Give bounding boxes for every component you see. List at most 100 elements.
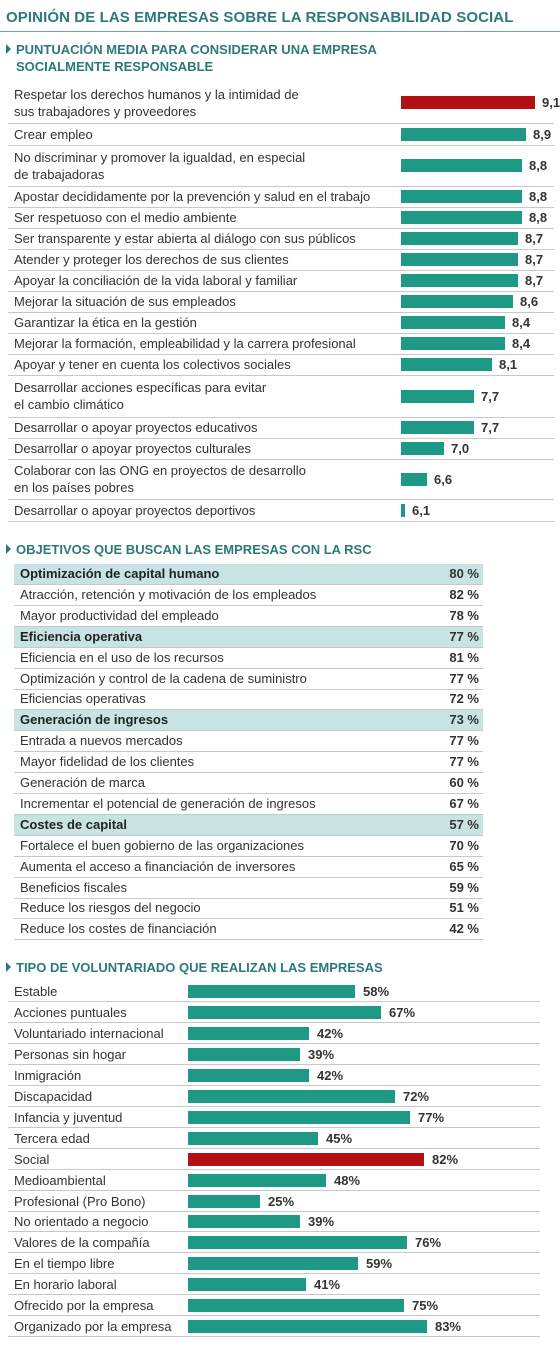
chart3-value-label: 72% [403,1089,430,1104]
chart1-row: No discriminar y promover la igualdad, e… [8,145,554,187]
chart1-value-label: 8,7 [525,252,544,267]
chart1-value-label: 8,9 [533,127,552,142]
table-row-label: Fortalece el buen gobierno de las organi… [20,838,305,853]
chart3-bar [188,1278,306,1291]
chart1-category-label: Crear empleo [14,127,93,142]
table-row-value: 72 % [449,691,479,706]
table-row-label: Entrada a nuevos mercados [20,733,183,748]
chart3-row: Valores de la compañía 76% [8,1232,540,1253]
chart3-category-label: Inmigración [14,1068,82,1083]
table-row-value: 60 % [449,775,479,790]
chart3-row: En el tiempo libre 59% [8,1253,540,1274]
chart3-bar [188,985,355,998]
table-row-value: 59 % [449,880,479,895]
chart3-row: Inmigración 42% [8,1065,540,1086]
chart3-value-label: 76% [415,1235,442,1250]
table-row-label: Atracción, retención y motivación de los… [20,587,317,602]
chart3-category-label: Acciones puntuales [14,1005,127,1020]
table-row-label: Reduce los riesgos del negocio [20,900,201,915]
chart3-category-label: Infancia y juventud [14,1110,123,1125]
chart3-category-label: Tercera edad [14,1131,90,1146]
chart3-category-label: Medioambiental [14,1173,106,1188]
chart3-row: Infancia y juventud 77% [8,1107,540,1128]
table-row: Reduce los costes de financiación 42 % [14,919,483,940]
table-row: Beneficios fiscales 59 % [14,878,483,899]
chart3-value-label: 59% [366,1256,393,1271]
chart1-category-label: Respetar los derechos humanos y la intim… [14,87,299,119]
chart1-bar [401,274,518,287]
table-group-row: Costes de capital 57 % [14,815,483,836]
chart1-value-label: 8,4 [512,315,531,330]
chart3-row: Voluntariado internacional 42% [8,1023,540,1044]
table-row-value: 70 % [449,838,479,853]
chart1-row: Mejorar la situación de sus empleados 8,6 [8,291,554,313]
table-row: Generación de marca 60 % [14,773,483,794]
table-row-label: Eficiencias operativas [20,691,146,706]
chart1-bar [401,96,535,109]
chart1-row: Apostar decididamente por la prevención … [8,186,554,208]
table-row-label: Incrementar el potencial de generación d… [20,796,316,811]
chart3-bar [188,1006,381,1019]
chart1-category-label: Mejorar la formación, empleabilidad y la… [14,336,356,351]
chart3-row: Discapacidad 72% [8,1086,540,1107]
section2-title-text: OBJETIVOS QUE BUSCAN LAS EMPRESAS CON LA… [16,542,372,557]
chart3-row: No orientado a negocio 39% [8,1211,540,1232]
table-row-label: Aumenta el acceso a financiación de inve… [20,859,296,874]
table-row-label: Reduce los costes de financiación [20,921,217,936]
chart1-category-label: Colaborar con las ONG en proyectos de de… [14,463,306,495]
chart1-category-label: Ser respetuoso con el medio ambiente [14,210,237,225]
chart3-category-label: Discapacidad [14,1089,93,1104]
table-row-value: 77 % [449,733,479,748]
chart1-value-label: 7,0 [451,441,470,456]
title-rule [0,31,560,32]
chart3-value-label: 39% [308,1214,335,1229]
section1-title-line2: SOCIALMENTE RESPONSABLE [16,59,214,74]
table-row: Atracción, retención y motivación de los… [14,585,483,606]
table-row-value: 42 % [449,921,479,936]
chart3-value-label: 82% [432,1152,459,1167]
table-row: Reduce los riesgos del negocio 51 % [14,898,483,919]
chart3-bar [188,1257,358,1270]
chart3-value-label: 67% [389,1005,416,1020]
table-row-label: Mayor productividad del empleado [20,608,219,623]
chart1-row: Desarrollar acciones específicas para ev… [8,375,554,418]
table-row: Aumenta el acceso a financiación de inve… [14,857,483,878]
chart1-row: Ser transparente y estar abierta al diál… [8,228,554,250]
chart1-category-label: Desarrollar o apoyar proyectos culturale… [14,441,251,456]
chart1-category-label: Desarrollar o apoyar proyectos deportivo… [14,503,256,518]
chart3-row: Organizado por la empresa 83% [8,1316,540,1337]
chart1-row: Desarrollar o apoyar proyectos deportivo… [8,499,554,522]
table-row-label: Mayor fidelidad de los clientes [20,754,195,769]
arrow-icon [6,44,11,54]
chart1-value-label: 9,1 [542,95,560,110]
table-row-value: 81 % [449,650,479,665]
chart3-bar [188,1320,427,1333]
chart3-bar [188,1195,260,1208]
chart3-bar [188,1153,424,1166]
chart3-row: Estable 58% [8,981,540,1002]
table-row-label: Eficiencia en el uso de los recursos [20,650,224,665]
chart3-bar [188,1090,395,1103]
chart3-value-label: 83% [435,1319,462,1334]
chart3-category-label: Social [14,1152,50,1167]
chart3-value-label: 25% [268,1194,295,1209]
table-group-value: 80 % [449,566,479,581]
chart3-value-label: 75% [412,1298,439,1313]
chart1-value-label: 7,7 [481,389,500,404]
chart1-row: Atender y proteger los derechos de sus c… [8,249,554,271]
table-row: Eficiencias operativas 72 % [14,689,483,710]
table-row-value: 51 % [449,900,479,915]
chart3-row: Tercera edad 45% [8,1128,540,1149]
chart1-bar [401,190,522,203]
table-group-row: Eficiencia operativa 77 % [14,627,483,648]
chart1-value-label: 8,7 [525,231,544,246]
chart1-value-label: 6,6 [434,472,453,487]
chart1-bar [401,128,526,141]
chart3-value-label: 77% [418,1110,445,1125]
table-group-value: 77 % [449,629,479,644]
chart1-bar [401,232,518,245]
section1-title-line1: PUNTUACIÓN MEDIA PARA CONSIDERAR UNA EMP… [16,42,377,57]
chart3-row: Profesional (Pro Bono) 25% [8,1191,540,1212]
chart1-category-label: Apoyar la conciliación de la vida labora… [14,273,298,288]
section1-title: PUNTUACIÓN MEDIA PARA CONSIDERAR UNA EMP… [6,41,377,75]
